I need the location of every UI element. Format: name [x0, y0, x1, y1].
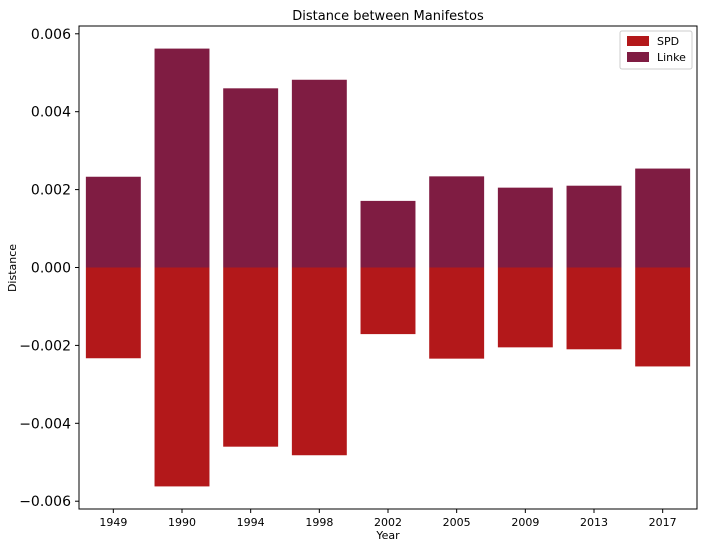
- bar-linke-1949: [85, 176, 141, 268]
- bar-spd-1949: [85, 267, 141, 359]
- y-tick-label: 0.002: [31, 183, 71, 199]
- bar-spd-2017: [635, 267, 691, 367]
- bar-spd-2005: [429, 267, 485, 359]
- x-tick-label: 2013: [580, 516, 608, 529]
- bar-linke-2013: [566, 185, 622, 268]
- x-tick-label: 2005: [443, 516, 471, 529]
- y-tick-label: 0.006: [31, 27, 71, 43]
- bar-linke-2002: [360, 200, 416, 268]
- x-tick-label: 1949: [99, 516, 127, 529]
- bar-linke-2009: [497, 187, 553, 268]
- x-axis: 1949 1990 1994 1998 2002 2005 2009 2013 2017: [99, 509, 677, 529]
- y-axis-label: Distance: [6, 244, 19, 292]
- x-tick-label: 1998: [305, 516, 333, 529]
- legend-swatch-spd: [627, 36, 649, 46]
- y-tick-label: −0.006: [19, 494, 71, 510]
- legend: SPD Linke: [619, 30, 693, 70]
- y-tick-label: −0.002: [19, 338, 71, 354]
- bar-linke-1994: [223, 88, 279, 268]
- bar-linke-2005: [429, 176, 485, 268]
- bar-spd-1994: [223, 267, 279, 447]
- legend-label-spd: SPD: [657, 35, 679, 48]
- y-tick-label: 0.004: [31, 105, 71, 121]
- legend-swatch-linke: [627, 52, 649, 62]
- x-tick-label: 1990: [168, 516, 196, 529]
- bar-spd-1998: [291, 267, 347, 456]
- bar-spd-2013: [566, 267, 622, 350]
- x-tick-label: 2017: [649, 516, 677, 529]
- x-tick-label: 2002: [374, 516, 402, 529]
- y-tick-label: 0.000: [31, 261, 71, 277]
- bar-spd-2009: [497, 267, 553, 348]
- bar-linke-1998: [291, 79, 347, 268]
- x-tick-label: 2009: [511, 516, 539, 529]
- y-tick-label: −0.004: [19, 416, 71, 432]
- legend-label-linke: Linke: [657, 51, 686, 64]
- y-axis: −0.006 −0.004 −0.002 0.000 0.002 0.004 0.006: [19, 27, 79, 510]
- x-tick-label: 1994: [237, 516, 265, 529]
- bar-spd-2002: [360, 267, 416, 335]
- bar-linke-1990: [154, 48, 210, 268]
- chart-title: Distance between Manifestos: [292, 9, 484, 24]
- bars-layer: [85, 48, 691, 487]
- bar-linke-2017: [635, 168, 691, 268]
- bar-spd-1990: [154, 267, 210, 487]
- x-axis-label: Year: [375, 529, 400, 542]
